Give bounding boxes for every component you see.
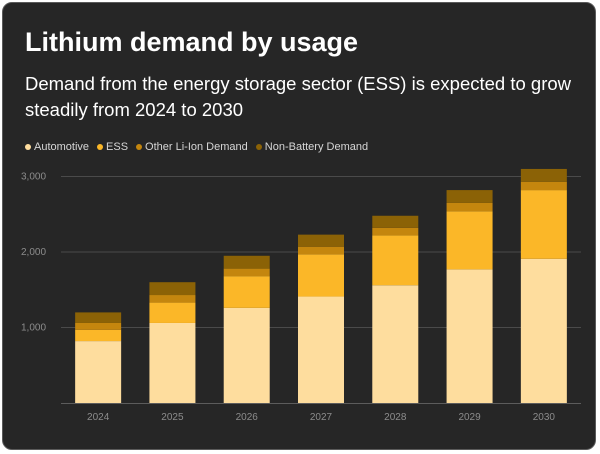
y-tick-label: 1,000 (21, 323, 46, 334)
bar-2028-ess (372, 235, 419, 286)
bar-2030-non-battery-demand (520, 168, 567, 182)
chart-title: Lithium demand by usage (25, 27, 359, 57)
legend-swatch-ess (97, 144, 104, 150)
bar-2025-automotive (149, 322, 196, 403)
bar-2029-automotive (446, 269, 493, 403)
x-tick-label: 2027 (310, 412, 333, 423)
bar-2030-other-li-ion-demand (520, 181, 567, 191)
x-tick-label: 2030 (533, 412, 556, 423)
legend-item-non-battery-demand: Non-Battery Demand (255, 141, 369, 153)
bar-2024-ess (75, 329, 122, 342)
legend-label-other-li-ion-demand: Other Li-Ion Demand (145, 141, 248, 153)
legend-swatch-other-li-ion-demand (136, 144, 143, 150)
bar-2026-ess (223, 276, 270, 308)
chart-legend: Automotive ESS Other Li-Ion Demand Non-Batt… (25, 139, 376, 155)
bar-2029-ess (446, 211, 493, 270)
bar-2028-automotive (372, 285, 419, 403)
bar-2025-ess (149, 302, 196, 323)
x-tick-label: 2029 (458, 412, 481, 423)
bar-2027-automotive (298, 296, 344, 403)
chart-card: Lithium demand by usage Demand from the … (2, 2, 596, 450)
y-tick-label: 3,000 (21, 172, 46, 183)
bar-2025-other-li-ion-demand (149, 295, 196, 303)
x-tick-label: 2028 (384, 412, 407, 423)
stacked-bar-chart: 1,000 2,000 3,000 2024 2025 2026 2027 2028 2029 2… (21, 168, 581, 423)
legend-item-ess: ESS (97, 141, 128, 153)
legend-label-non-battery-demand: Non-Battery Demand (264, 141, 369, 153)
x-tick-label: 2024 (87, 412, 110, 423)
bar-2030-automotive (520, 258, 567, 403)
legend-swatch-non-battery-demand (255, 144, 262, 150)
legend-item-other-li-ion-demand: Other Li-Ion Demand (136, 141, 248, 153)
legend-swatch-automotive (25, 144, 31, 150)
bar-2030-ess (520, 190, 567, 259)
bar-2029-other-li-ion-demand (446, 202, 493, 212)
chart-subtitle: Demand from the energy storage sector (E… (25, 73, 572, 120)
bar-2025-non-battery-demand (149, 282, 196, 296)
bar-2027-other-li-ion-demand (298, 246, 344, 255)
bar-2027-non-battery-demand (298, 234, 344, 247)
bar-2024-other-li-ion-demand (75, 322, 122, 330)
bar-2026-non-battery-demand (223, 255, 270, 269)
legend-label-ess: ESS (106, 141, 129, 153)
x-tick-label: 2026 (236, 412, 259, 423)
legend-item-automotive: Automotive (25, 141, 89, 153)
legend-label-automotive: Automotive (34, 141, 90, 153)
y-tick-label: 2,000 (21, 247, 46, 258)
bar-2028-non-battery-demand (372, 215, 419, 228)
bar-2027-ess (298, 254, 344, 297)
x-tick-label: 2025 (161, 412, 184, 423)
bar-2026-automotive (223, 307, 270, 403)
bar-2029-non-battery-demand (446, 190, 493, 203)
bar-2024-automotive (75, 341, 122, 403)
bar-2024-non-battery-demand (75, 312, 122, 323)
bar-2026-other-li-ion-demand (223, 268, 270, 277)
bar-2028-other-li-ion-demand (372, 227, 419, 236)
